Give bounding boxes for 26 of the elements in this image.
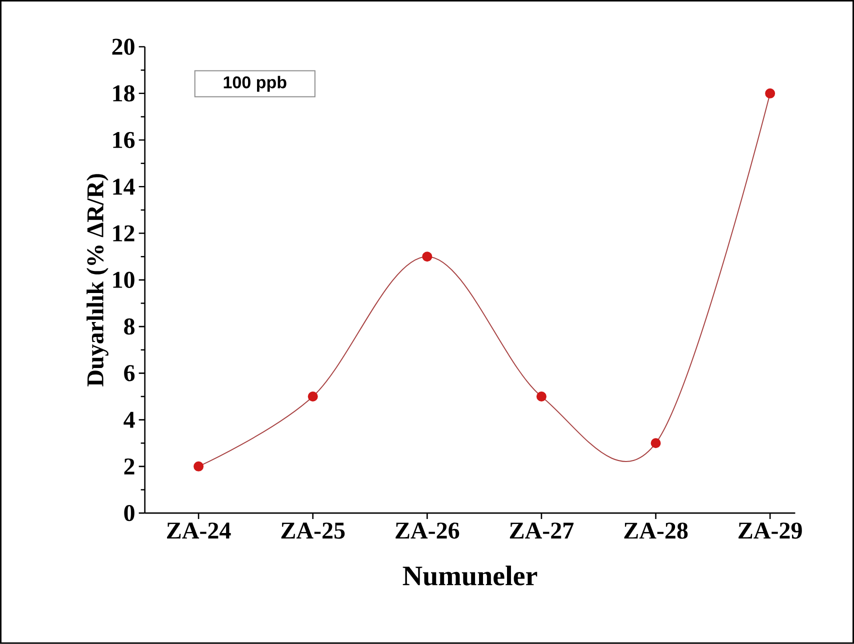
y-tick-label: 16 [113, 132, 135, 148]
x-tick-label: ZA-28 [624, 522, 688, 539]
x-tick-label: ZA-24 [167, 522, 231, 539]
annotation: 100 ppb [224, 76, 286, 92]
point [308, 392, 318, 402]
y-tick-label: 8 [124, 318, 134, 335]
point [194, 461, 204, 472]
y-tick-label: 12 [113, 225, 134, 242]
x-tick-label: ZA-29 [738, 522, 802, 539]
y-axis-title: Duyarlılık (% ΔR/R) [86, 174, 108, 386]
x-tick-label: ZA-26 [396, 522, 460, 539]
point [536, 392, 546, 402]
y-tick-label: 6 [124, 365, 135, 382]
y-tick-label: 18 [113, 85, 134, 102]
point [765, 88, 776, 98]
y-tick-label: 4 [124, 412, 135, 428]
y-tick-label: 10 [113, 272, 134, 288]
x-axis-title: Numuneler [402, 566, 538, 586]
y-tick-label: 0 [124, 505, 134, 522]
x-tick-label: ZA-27 [510, 522, 574, 539]
point [650, 438, 661, 448]
x-tick-label: ZA-25 [281, 522, 345, 539]
y-tick-label: 2 [124, 458, 134, 474]
point [422, 252, 432, 262]
y-tick-label: 20 [112, 38, 134, 55]
y-tick-label: 14 [113, 178, 135, 195]
